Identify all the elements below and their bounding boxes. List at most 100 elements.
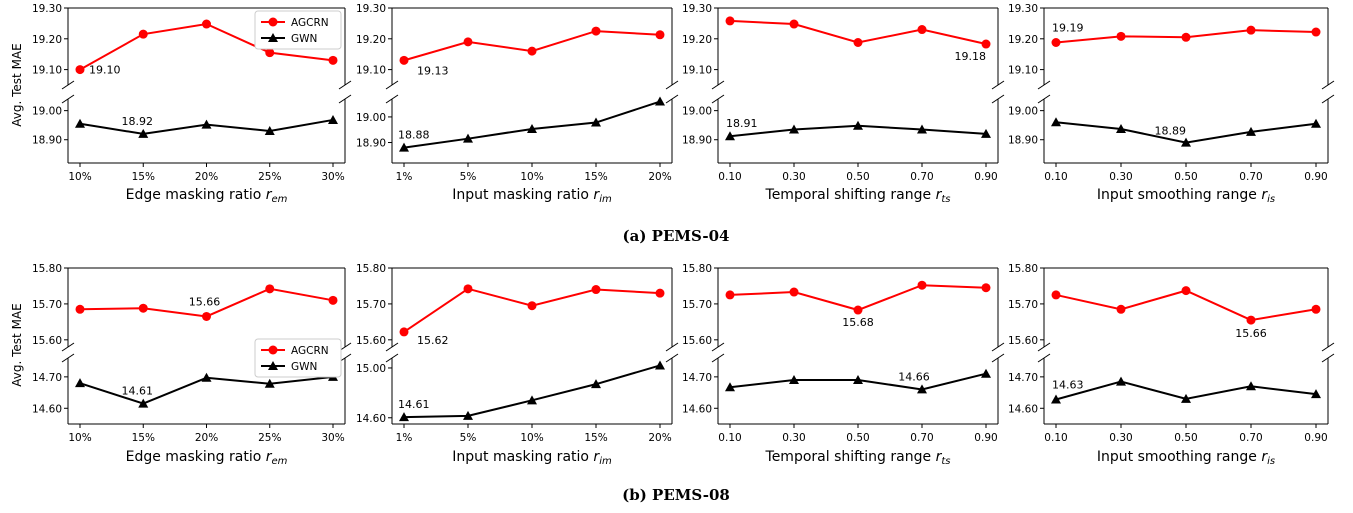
axis-break-mark (1321, 94, 1335, 104)
legend: AGCRN GWN (254, 338, 342, 378)
gwn-point (1181, 393, 1191, 403)
y-tick-label: 15.60 (1008, 335, 1038, 347)
y-tick-label: 15.80 (1008, 263, 1038, 275)
gwn-point (725, 131, 735, 141)
axis-break-mark (385, 342, 399, 352)
subplot-1-2: 15.60 15.70 15.80 14.60 14.70 0.10 0.30 0.50 0.7… (682, 263, 1005, 467)
data-annotation: 18.91 (726, 117, 758, 130)
axis-break-mark (1321, 342, 1335, 352)
gwn-point (1246, 381, 1256, 391)
y-tick-label: 19.10 (32, 65, 62, 77)
gwn-point (75, 378, 85, 388)
subplot-1-0: 15.60 15.70 15.80 14.60 14.70 10% 15% 20% 25% 30%… (32, 263, 352, 467)
axis-break-mark (665, 353, 679, 363)
x-axis-label: Temporal shifting range rts (765, 449, 951, 467)
x-axis-label: Input smoothing range ris (1097, 449, 1275, 467)
x-tick-label: 0.90 (974, 432, 997, 444)
agcrn-point (399, 327, 409, 337)
gwn-point (201, 372, 212, 382)
agcrn-point (1051, 290, 1061, 300)
x-tick-label: 10% (68, 432, 91, 444)
legend-label: GWN (291, 361, 317, 373)
gwn-point (264, 378, 275, 388)
gwn-point (201, 119, 212, 129)
agcrn-point (1181, 286, 1191, 296)
caption-b: (b) PEMS-08 (622, 486, 730, 504)
data-annotation: 18.88 (398, 129, 430, 142)
y-tick-label: 19.20 (1008, 34, 1038, 46)
agcrn-point (917, 280, 927, 290)
legend-marker (268, 361, 278, 370)
x-tick-label: 30% (321, 432, 344, 444)
axis-break-mark (385, 80, 399, 90)
x-axis-label: Input masking ratio rim (452, 449, 612, 467)
axis-break-mark (711, 94, 725, 104)
gwn-point (1051, 394, 1061, 404)
agcrn-point (1311, 27, 1321, 37)
agcrn-point (725, 16, 735, 26)
axis-break-mark (711, 353, 725, 363)
axis-break-mark (991, 80, 1005, 90)
legend-label: AGCRN (291, 345, 329, 357)
y-tick-label: 18.90 (1008, 135, 1038, 147)
axis-break-mark (338, 94, 352, 104)
data-annotation: 19.13 (417, 64, 449, 77)
subplot-0-2: 19.10 19.20 19.30 18.90 19.00 0.10 0.30 0.50 0.7… (682, 3, 1005, 205)
y-tick-label: 14.60 (356, 413, 386, 425)
x-axis-label: Edge masking ratio rem (126, 449, 288, 467)
y-tick-label: 14.60 (32, 403, 62, 415)
axis-break-mark (991, 342, 1005, 352)
gwn-point (981, 368, 991, 378)
axis-break-mark (1037, 80, 1051, 90)
y-axis-label-0: Avg. Test MAE (10, 43, 24, 126)
gwn-series-line (403, 364, 661, 419)
gwn-point (789, 124, 799, 134)
agcrn-point (75, 65, 85, 75)
data-annotation: 18.92 (122, 115, 154, 128)
y-tick-label: 14.70 (32, 372, 62, 384)
y-axis-label-1: Avg. Test MAE (10, 303, 24, 386)
agcrn-point (328, 295, 338, 305)
y-tick-label: 15.60 (32, 335, 62, 347)
y-tick-label: 14.70 (682, 372, 712, 384)
agcrn-point (655, 288, 665, 298)
x-axis-label: Input smoothing range ris (1097, 187, 1275, 205)
x-tick-label: 0.10 (718, 171, 741, 183)
gwn-point (853, 375, 863, 384)
x-tick-label: 0.90 (974, 171, 997, 183)
x-tick-label: 0.90 (1304, 432, 1327, 444)
axis-break-mark (665, 342, 679, 352)
gwn-point (981, 128, 991, 138)
gwn-point (463, 133, 473, 143)
agcrn-point (75, 304, 85, 314)
agcrn-point (1311, 304, 1321, 314)
y-tick-label: 14.60 (682, 403, 712, 415)
gwn-point (1181, 137, 1191, 147)
gwn-point (591, 379, 601, 389)
x-tick-label: 20% (195, 171, 218, 183)
data-annotation: 19.19 (1052, 21, 1084, 34)
x-tick-label: 5% (460, 171, 477, 183)
y-tick-label: 19.10 (356, 65, 386, 77)
x-tick-label: 0.30 (1109, 432, 1132, 444)
axis-break-mark (991, 94, 1005, 104)
data-annotation: 14.61 (122, 385, 154, 398)
x-tick-label: 0.10 (718, 432, 741, 444)
y-tick-label: 15.80 (682, 263, 712, 275)
agcrn-series-line (403, 30, 661, 62)
y-tick-label: 19.30 (356, 3, 386, 15)
data-annotation: 15.62 (417, 334, 449, 347)
agcrn-point (853, 305, 863, 315)
gwn-point (399, 142, 409, 152)
legend-label: GWN (291, 33, 317, 45)
y-tick-label: 15.60 (356, 335, 386, 347)
agcrn-point (981, 283, 991, 293)
x-tick-label: 20% (648, 432, 671, 444)
agcrn-series-line (403, 287, 661, 333)
agcrn-point (1246, 25, 1256, 35)
y-tick-label: 15.80 (356, 263, 386, 275)
y-tick-label: 15.70 (356, 299, 386, 311)
axis-break-mark (1037, 353, 1051, 363)
axis-break-mark (1037, 342, 1051, 352)
y-tick-label: 15.70 (682, 299, 712, 311)
